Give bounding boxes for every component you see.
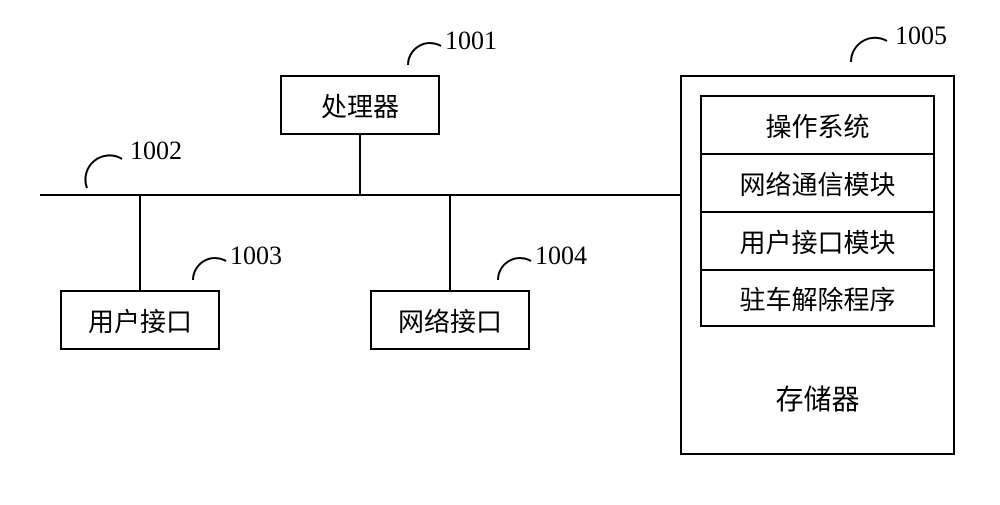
memory-row-netcomm: 网络通信模块: [700, 153, 935, 211]
network-interface-label: 网络接口: [398, 302, 502, 339]
memory-caption: 存储器: [680, 378, 955, 418]
memory-row-parking: 驻车解除程序: [700, 269, 935, 327]
callout-arc-1001: [408, 43, 441, 65]
callout-1002: 1002: [130, 136, 182, 166]
processor-label: 处理器: [321, 87, 399, 124]
callout-arc-1004: [498, 258, 531, 280]
callout-arc-1002: [85, 155, 122, 188]
memory-row-os: 操作系统: [700, 95, 935, 153]
callout-1005: 1005: [895, 21, 947, 51]
memory-row-userif: 用户接口模块: [700, 211, 935, 269]
callout-1003: 1003: [230, 241, 282, 271]
callout-1001: 1001: [445, 26, 497, 56]
callout-1002-text: 1002: [130, 136, 182, 165]
memory-row-netcomm-label: 网络通信模块: [739, 165, 895, 202]
processor-box: 处理器: [280, 75, 440, 135]
callout-arc-1003: [193, 258, 226, 280]
memory-row-os-label: 操作系统: [765, 107, 869, 144]
callout-1003-text: 1003: [230, 241, 282, 270]
callout-1004: 1004: [535, 241, 587, 271]
callout-1004-text: 1004: [535, 241, 587, 270]
memory-row-parking-label: 驻车解除程序: [739, 280, 895, 317]
callout-1001-text: 1001: [445, 26, 497, 55]
user-interface-box: 用户接口: [60, 290, 220, 350]
callout-arc-1005: [851, 38, 887, 62]
user-interface-label: 用户接口: [88, 302, 192, 339]
memory-caption-text: 存储器: [775, 385, 859, 416]
callout-1005-text: 1005: [895, 21, 947, 50]
network-interface-box: 网络接口: [370, 290, 530, 350]
memory-row-userif-label: 用户接口模块: [739, 223, 895, 260]
